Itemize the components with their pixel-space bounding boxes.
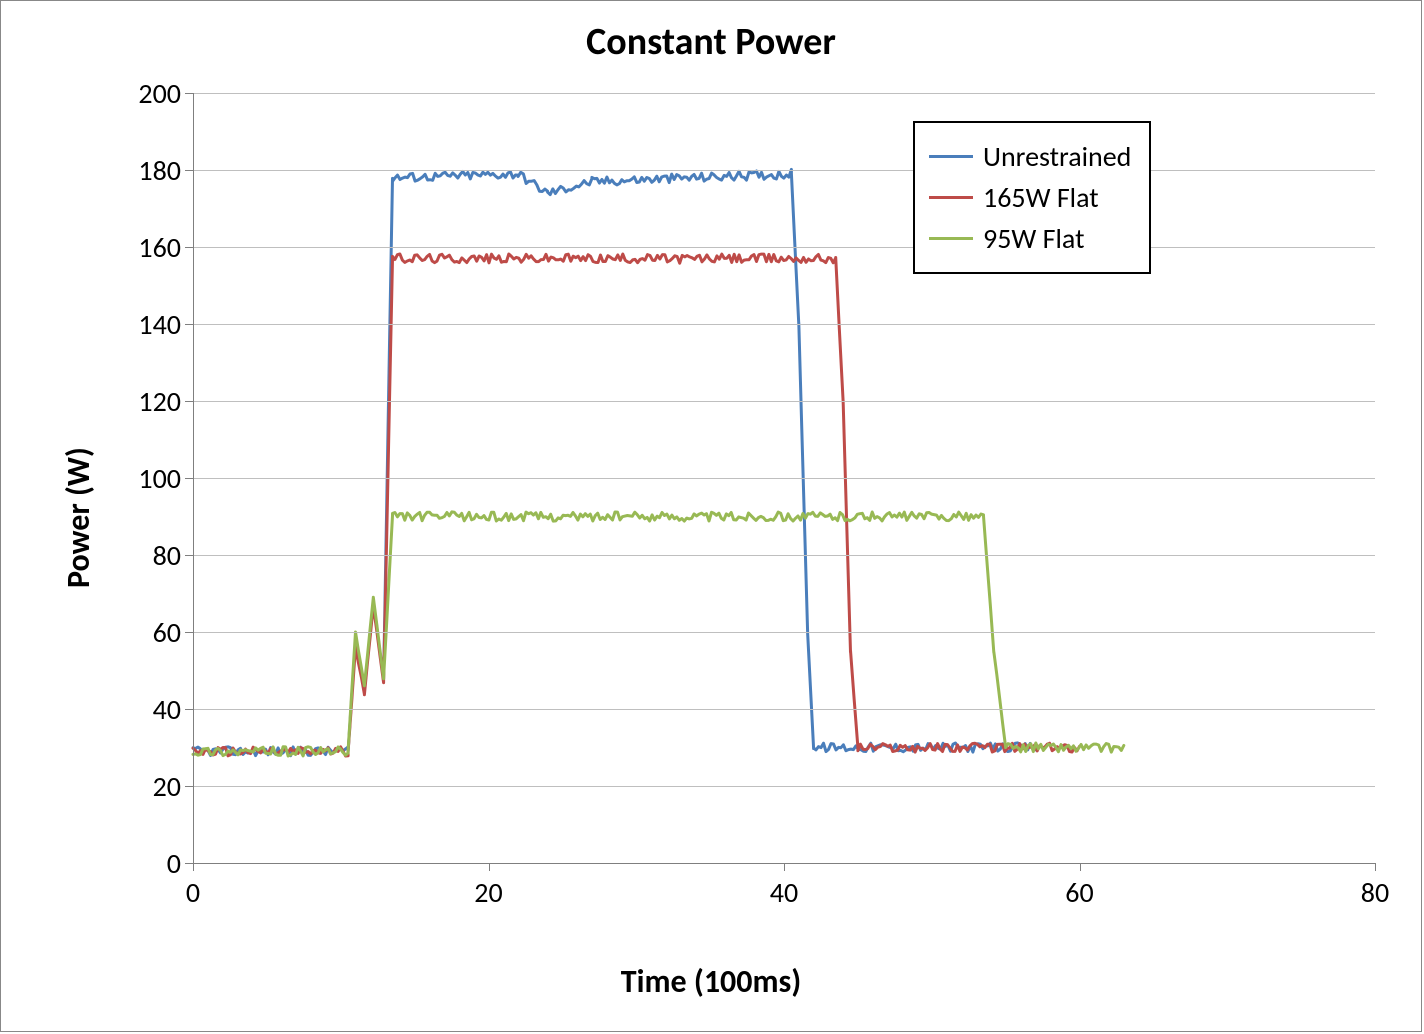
- y-tick-label: 140: [111, 307, 181, 342]
- y-tick: [185, 401, 193, 402]
- gridline-h: [193, 324, 1375, 325]
- y-tick: [185, 709, 193, 710]
- y-tick-label: 40: [111, 692, 181, 727]
- y-tick-label: 100: [111, 461, 181, 496]
- y-tick: [185, 632, 193, 633]
- x-tick-label: 20: [459, 875, 519, 910]
- x-tick: [1375, 863, 1376, 871]
- legend-item: 165W Flat: [929, 180, 1131, 215]
- y-tick-label: 120: [111, 384, 181, 419]
- x-tick-label: 40: [754, 875, 814, 910]
- x-tick: [193, 863, 194, 871]
- x-tick-label: 0: [163, 875, 223, 910]
- y-tick-label: 200: [111, 76, 181, 111]
- legend-label: Unrestrained: [983, 139, 1131, 174]
- gridline-h: [193, 555, 1375, 556]
- chart-frame: Constant Power Power (W) Time (100ms) 0 2…: [0, 0, 1422, 1032]
- x-tick-label: 80: [1345, 875, 1405, 910]
- legend-label: 165W Flat: [983, 180, 1099, 215]
- y-tick-label: 180: [111, 153, 181, 188]
- y-tick-label: 60: [111, 615, 181, 650]
- y-tick: [185, 247, 193, 248]
- x-tick: [784, 863, 785, 871]
- y-tick: [185, 786, 193, 787]
- x-tick: [489, 863, 490, 871]
- gridline-h: [193, 786, 1375, 787]
- y-tick: [185, 93, 193, 94]
- y-tick-label: 160: [111, 230, 181, 265]
- y-tick-label: 80: [111, 538, 181, 573]
- legend-label: 95W Flat: [983, 221, 1084, 256]
- x-tick-label: 60: [1050, 875, 1110, 910]
- series-line: [193, 169, 1035, 755]
- y-tick: [185, 324, 193, 325]
- y-tick-label: 20: [111, 769, 181, 804]
- series-line: [193, 254, 1080, 756]
- gridline-h: [193, 401, 1375, 402]
- gridline-h: [193, 632, 1375, 633]
- gridline-h: [193, 170, 1375, 171]
- y-axis-line: [193, 93, 194, 863]
- legend-swatch: [929, 155, 973, 158]
- gridline-h: [193, 247, 1375, 248]
- y-tick: [185, 863, 193, 864]
- legend-item: Unrestrained: [929, 139, 1131, 174]
- gridline-h: [193, 709, 1375, 710]
- legend: Unrestrained 165W Flat 95W Flat: [913, 121, 1151, 274]
- legend-swatch: [929, 237, 973, 240]
- x-tick: [1080, 863, 1081, 871]
- legend-item: 95W Flat: [929, 221, 1131, 256]
- y-tick: [185, 555, 193, 556]
- gridline-h: [193, 478, 1375, 479]
- y-axis-title: Power (W): [59, 447, 98, 588]
- legend-swatch: [929, 196, 973, 199]
- series-line: [193, 512, 1124, 756]
- gridline-h: [193, 93, 1375, 94]
- chart-title: Constant Power: [1, 19, 1421, 65]
- y-tick: [185, 478, 193, 479]
- plot-area: [193, 93, 1375, 863]
- y-tick: [185, 170, 193, 171]
- x-axis-title: Time (100ms): [1, 962, 1421, 1001]
